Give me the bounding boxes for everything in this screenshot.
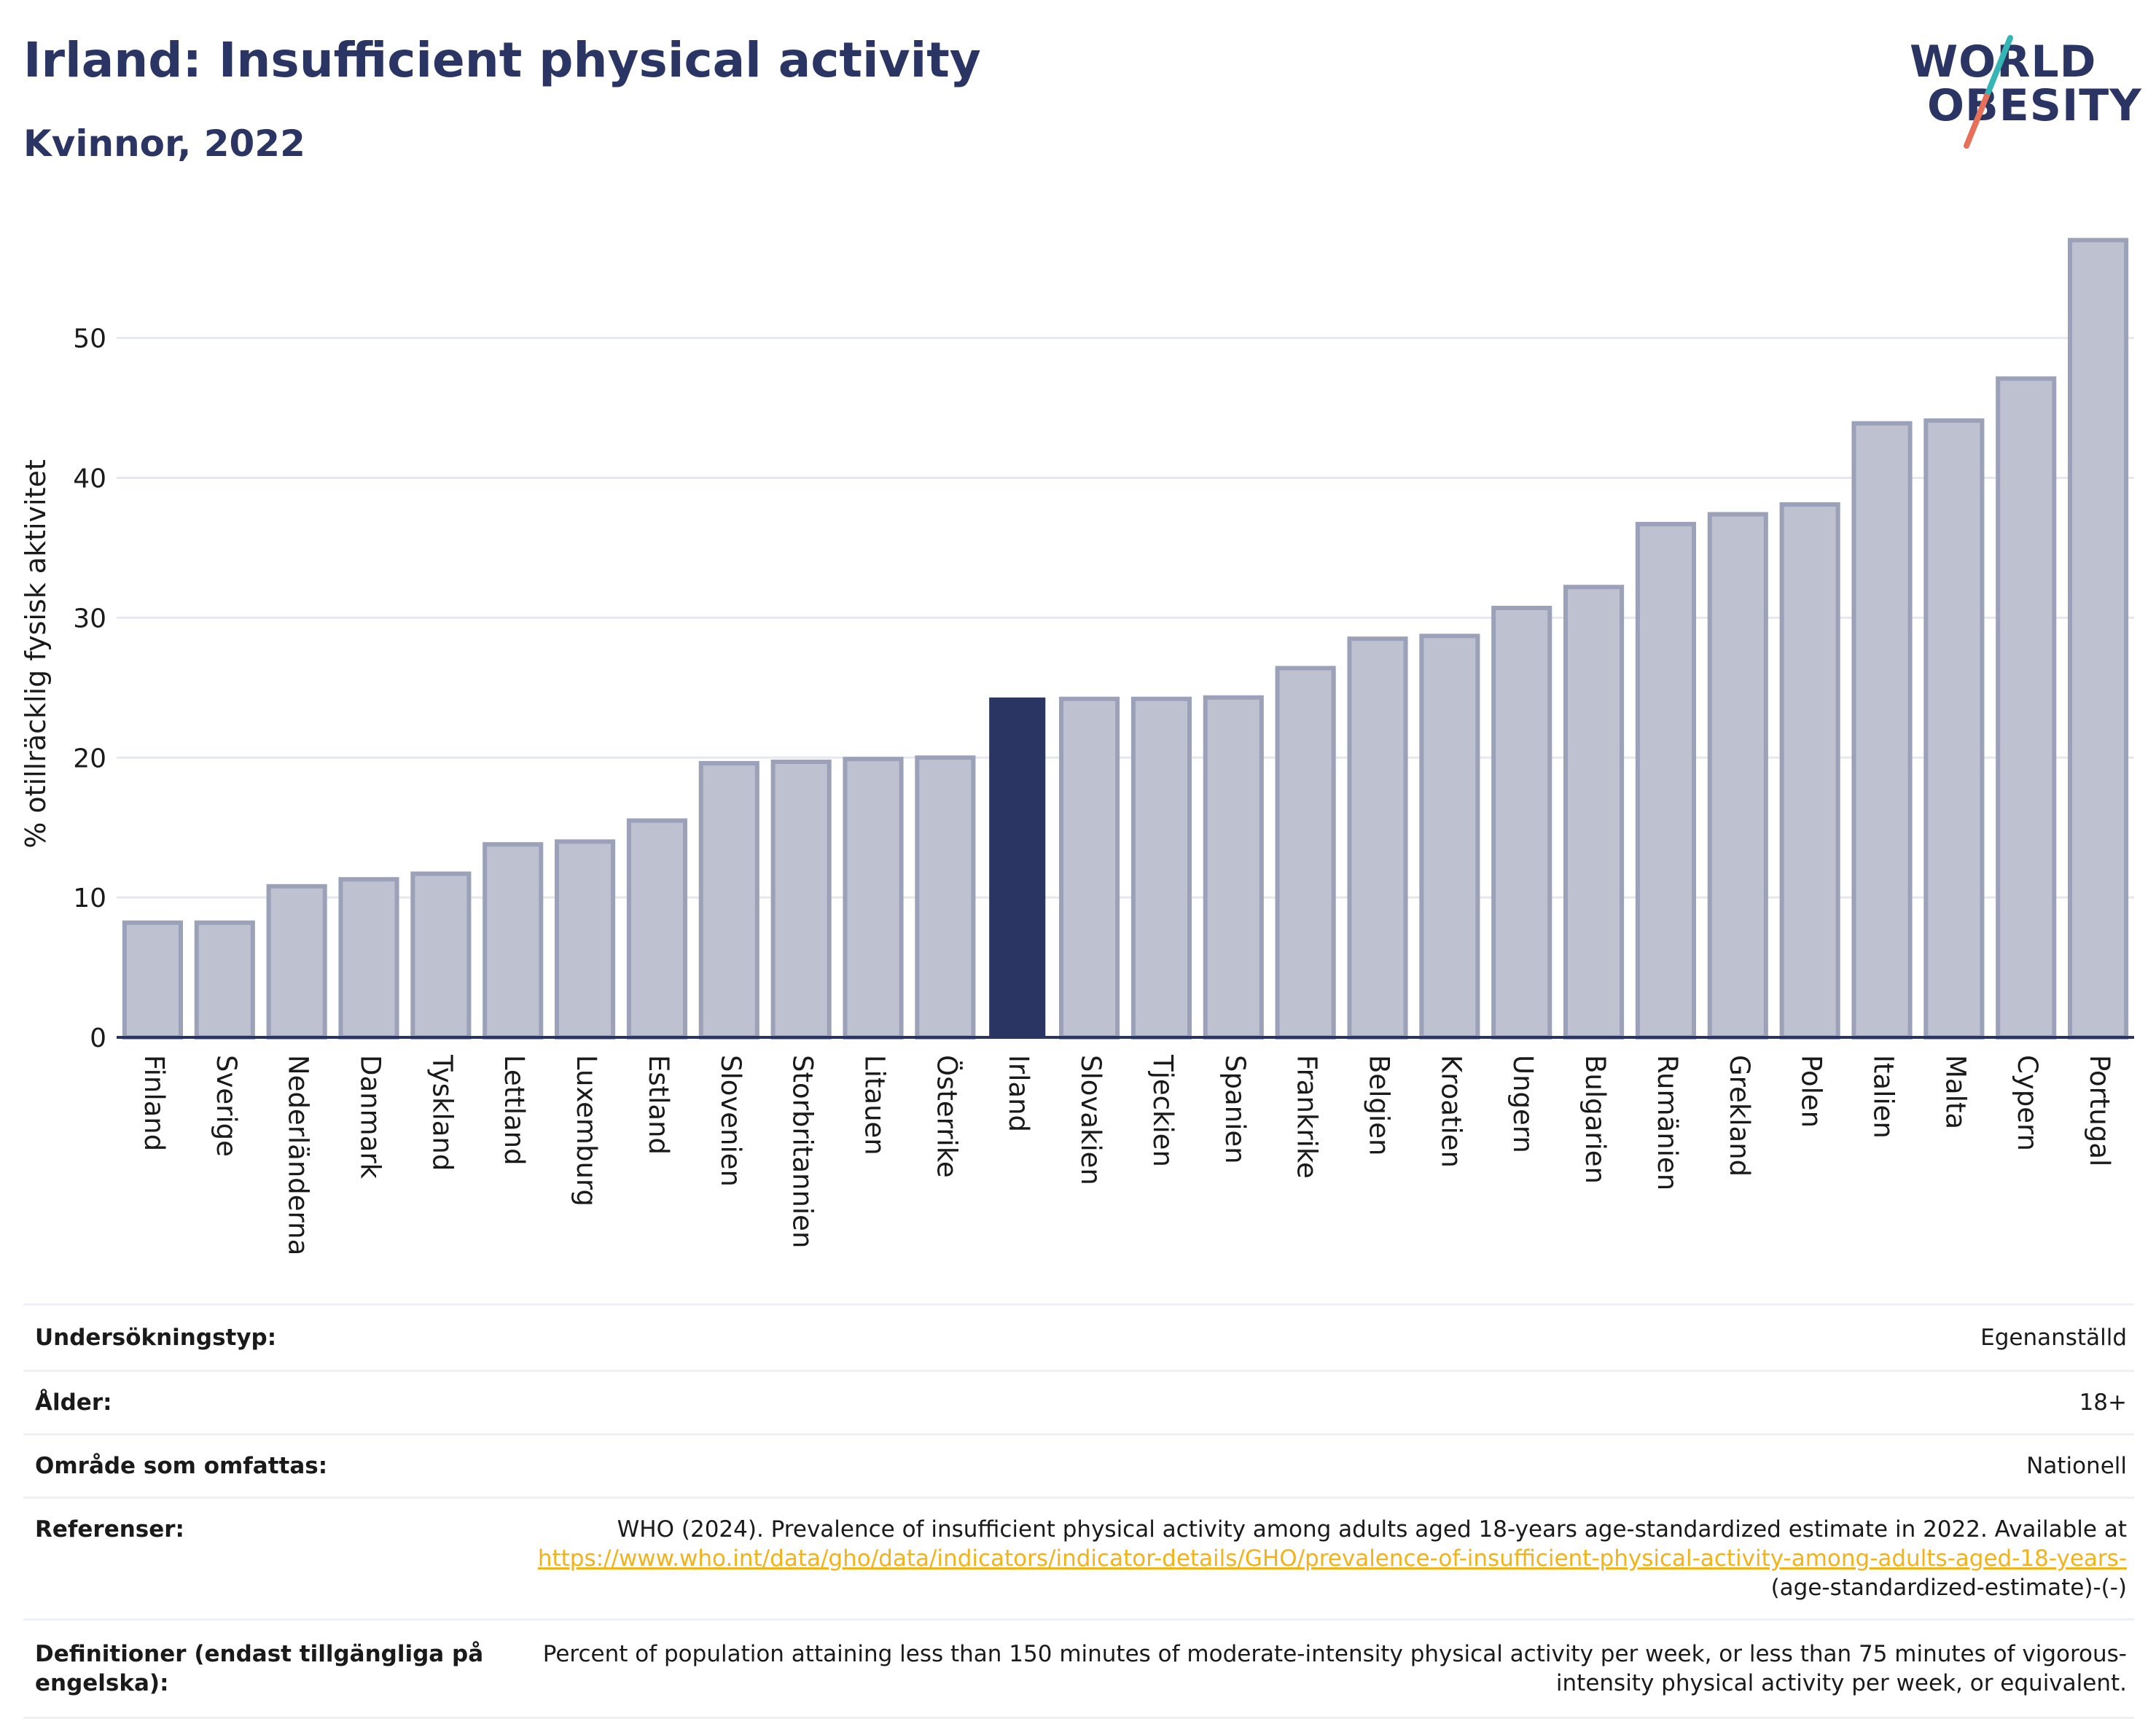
meta-row-references: Referenser: WHO (2024). Prevalence of in… <box>23 1497 2134 1618</box>
references-suffix: (age-standardized-estimate)-(-) <box>1770 1575 2127 1601</box>
bar <box>915 755 976 1040</box>
y-tick-label: 0 <box>90 1024 106 1053</box>
bar <box>1635 521 1696 1040</box>
bar <box>338 877 399 1040</box>
x-tick-label: Frankrike <box>1292 1055 1323 1179</box>
x-tick-label: Finland <box>138 1055 170 1151</box>
world-obesity-logo: WORLD OBESITY <box>1902 29 2143 153</box>
bar <box>1347 636 1408 1040</box>
bar <box>2068 238 2129 1040</box>
meta-label: Referenser: <box>35 1516 184 1543</box>
references-text: WHO (2024). Prevalence of insufficient p… <box>617 1516 2127 1543</box>
bars <box>122 238 2129 1040</box>
meta-value: Egenanställd <box>1980 1325 2127 1351</box>
page-title: Irland: Insufficient physical activity <box>23 32 981 88</box>
y-tick-label: 30 <box>73 604 106 633</box>
page-subtitle: Kvinnor, 2022 <box>23 122 305 165</box>
x-tick-label: Rumänien <box>1652 1055 1683 1190</box>
x-tick-label: Polen <box>1796 1055 1827 1128</box>
bar-chart: 0 10 20 30 40 50 Finland Sverige Nederländerna Da… <box>20 238 2134 1255</box>
bar <box>1275 666 1336 1040</box>
x-tick-label: Storbritannien <box>787 1055 819 1248</box>
y-tick-label: 40 <box>73 464 106 494</box>
bar <box>1779 502 1840 1040</box>
x-tick-label: Sverige <box>211 1055 242 1157</box>
y-tick-label: 20 <box>73 744 106 773</box>
x-tick-label: Irland <box>1003 1055 1034 1132</box>
x-tick-label: Litauen <box>859 1055 891 1155</box>
bar <box>1059 696 1120 1040</box>
meta-label: Definitioner (endast tillgängliga på eng… <box>35 1641 484 1696</box>
x-tick-label: Slovenien <box>715 1055 746 1187</box>
logo-slash-icon <box>1964 35 2013 149</box>
meta-value: Percent of population attaining less tha… <box>542 1641 2127 1696</box>
bar <box>843 757 904 1040</box>
bar <box>410 871 472 1040</box>
meta-value: Nationell <box>2026 1453 2127 1479</box>
bar <box>1707 512 1768 1040</box>
x-tick-label: Ungern <box>1507 1055 1539 1153</box>
bar <box>1491 605 1552 1040</box>
bar <box>1996 376 2057 1040</box>
meta-row-survey-type: Undersökningstyp: Egenanställd <box>23 1303 2134 1370</box>
meta-value: WHO (2024). Prevalence of insufficient p… <box>519 1515 2134 1602</box>
meta-value: 18+ <box>2079 1389 2127 1416</box>
meta-label: Undersökningstyp: <box>35 1325 277 1351</box>
bar <box>1563 585 1625 1040</box>
x-tick-label: Tjeckien <box>1147 1054 1179 1167</box>
axes: 0 10 20 30 40 50 Finland Sverige Nederländerna Da… <box>73 324 2134 1255</box>
bar <box>1130 696 1192 1040</box>
meta-row-definitions: Definitioner (endast tillgängliga på eng… <box>23 1618 2134 1719</box>
x-tick-label: Österrike <box>931 1055 962 1178</box>
meta-row-coverage: Område som omfattas: Nationell <box>23 1433 2134 1497</box>
x-tick-label: Grekland <box>1724 1055 1755 1177</box>
x-tick-label: Cypern <box>2012 1055 2043 1151</box>
bar <box>483 842 544 1040</box>
y-tick-label: 50 <box>73 324 106 354</box>
bar <box>1203 695 1264 1040</box>
bar <box>122 920 183 1040</box>
bar <box>698 760 759 1040</box>
logo-line-2: OBESITY <box>1927 80 2142 131</box>
x-tick-label: Malta <box>1940 1055 1971 1129</box>
y-axis-label: % otillräcklig fysisk aktivitet <box>20 459 52 849</box>
bar <box>1419 633 1480 1040</box>
bar <box>626 818 687 1040</box>
bar <box>1923 418 1985 1040</box>
meta-label: Område som omfattas: <box>35 1453 328 1479</box>
x-tick-label: Kroatien <box>1435 1055 1466 1168</box>
meta-row-age: Ålder: 18+ <box>23 1370 2134 1433</box>
x-tick-label: Estland <box>643 1055 674 1155</box>
x-tick-label: Spanien <box>1219 1055 1251 1164</box>
bar <box>555 839 616 1040</box>
y-tick-label: 10 <box>73 884 106 913</box>
x-tick-label: Slovakien <box>1075 1055 1106 1185</box>
x-tick-label: Nederländerna <box>283 1055 314 1255</box>
x-tick-label: Tyskland <box>426 1054 458 1171</box>
x-tick-label: Portugal <box>2084 1055 2115 1166</box>
meta-label: Ålder: <box>35 1389 112 1416</box>
x-tick-label: Danmark <box>355 1055 386 1180</box>
metadata-table: Undersökningstyp: Egenanställd Ålder: 18… <box>23 1303 2134 1719</box>
bar <box>770 760 832 1040</box>
bar <box>1851 421 1913 1040</box>
references-link[interactable]: https://www.who.int/data/gho/data/indica… <box>537 1545 2127 1572</box>
x-tick-label: Italien <box>1868 1055 1899 1139</box>
x-tick-label: Lettland <box>499 1055 530 1166</box>
x-tick-label: Luxemburg <box>571 1055 602 1206</box>
bar <box>266 884 327 1040</box>
bar-highlight <box>989 697 1046 1037</box>
bar <box>194 920 255 1040</box>
x-tick-label: Belgien <box>1364 1055 1395 1155</box>
x-tick-label: Bulgarien <box>1579 1055 1611 1184</box>
